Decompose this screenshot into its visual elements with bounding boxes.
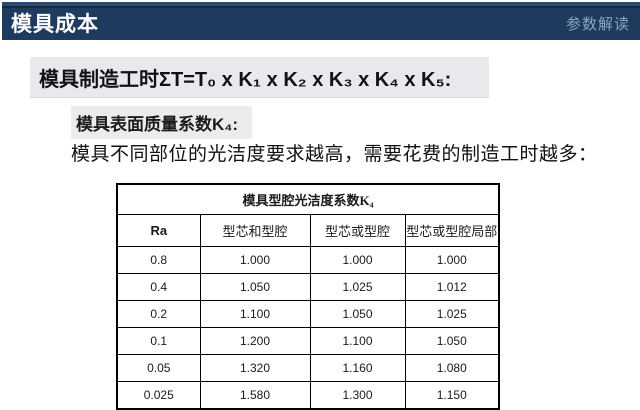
coefficient-value-cell: 1.050 — [404, 327, 500, 355]
formula-text: 模具制造工时ΣT=T₀ x K₁ x K₂ x K₃ x K₄ x K₅: — [39, 68, 452, 91]
coefficient-value-cell: 1.000 — [309, 246, 406, 274]
table-row: 0.05 1.320 1.160 1.080 — [116, 354, 500, 382]
coefficient-value-cell: 1.200 — [199, 327, 311, 355]
table-header-row: Ra 型芯和型腔 型芯或型腔 型芯或型腔局部 — [116, 214, 500, 247]
formula-banner: 模具制造工时ΣT=T₀ x K₁ x K₂ x K₃ x K₄ x K₅: — [30, 57, 489, 97]
ra-value-cell: 0.4 — [116, 273, 201, 301]
ra-value-cell: 0.1 — [116, 327, 201, 355]
table-row: 0.1 1.200 1.100 1.050 — [116, 327, 500, 355]
coefficient-value-cell: 1.025 — [404, 300, 500, 328]
slide-title-bar: 模具成本 参数解读 — [2, 2, 640, 40]
coefficient-value-cell: 1.160 — [309, 354, 406, 382]
coefficient-value-cell: 1.000 — [199, 246, 311, 274]
ra-value-cell: 0.025 — [116, 381, 201, 410]
coefficient-value-cell: 1.320 — [199, 354, 311, 382]
coefficient-value-cell: 1.025 — [309, 273, 406, 301]
coefficient-value-cell: 1.150 — [404, 381, 500, 410]
table-row: 0.025 1.580 1.300 1.150 — [116, 381, 500, 410]
coefficient-value-cell: 1.300 — [309, 381, 406, 410]
table-row: 0.2 1.100 1.050 1.025 — [116, 300, 500, 328]
table-title: 模具型腔光洁度系数K₄ — [116, 183, 500, 215]
column-header-core-and-cavity: 型芯和型腔 — [199, 214, 311, 247]
coefficient-value-cell: 1.100 — [309, 327, 406, 355]
ra-value-cell: 0.05 — [116, 354, 201, 382]
ra-value-cell: 0.8 — [116, 246, 201, 274]
table-row: 0.4 1.050 1.025 1.012 — [116, 273, 500, 301]
coefficient-value-cell: 1.100 — [199, 300, 311, 328]
slide-section-label: 参数解读 — [565, 16, 630, 33]
coefficient-value-cell: 1.580 — [199, 381, 311, 410]
coefficient-value-cell: 1.012 — [404, 273, 500, 301]
table-row: 0.8 1.000 1.000 1.000 — [116, 246, 500, 274]
slide-title: 模具成本 — [11, 12, 99, 36]
finish-coefficient-table: 模具型腔光洁度系数K₄ Ra 型芯和型腔 型芯或型腔 型芯或型腔局部 0.8 1.… — [116, 183, 500, 410]
column-header-core-or-cavity-local: 型芯或型腔局部 — [404, 214, 500, 247]
coefficient-description: 模具不同部位的光洁度要求越高，需要花费的制造工时越多： — [71, 144, 598, 165]
ra-value-cell: 0.2 — [116, 300, 201, 328]
coefficient-value-cell: 1.000 — [404, 246, 500, 274]
coefficient-value-cell: 1.080 — [404, 354, 500, 382]
column-header-ra: Ra — [116, 214, 201, 247]
coefficient-value-cell: 1.050 — [309, 300, 406, 328]
column-header-core-or-cavity: 型芯或型腔 — [309, 214, 406, 247]
table-body: 0.8 1.000 1.000 1.000 0.4 1.050 1.025 1.012 0.2 1… — [116, 246, 500, 410]
coefficient-subtitle: 模具表面质量系数K₄: — [71, 106, 253, 139]
coefficient-value-cell: 1.050 — [199, 273, 311, 301]
table-title-row: 模具型腔光洁度系数K₄ — [116, 183, 500, 215]
